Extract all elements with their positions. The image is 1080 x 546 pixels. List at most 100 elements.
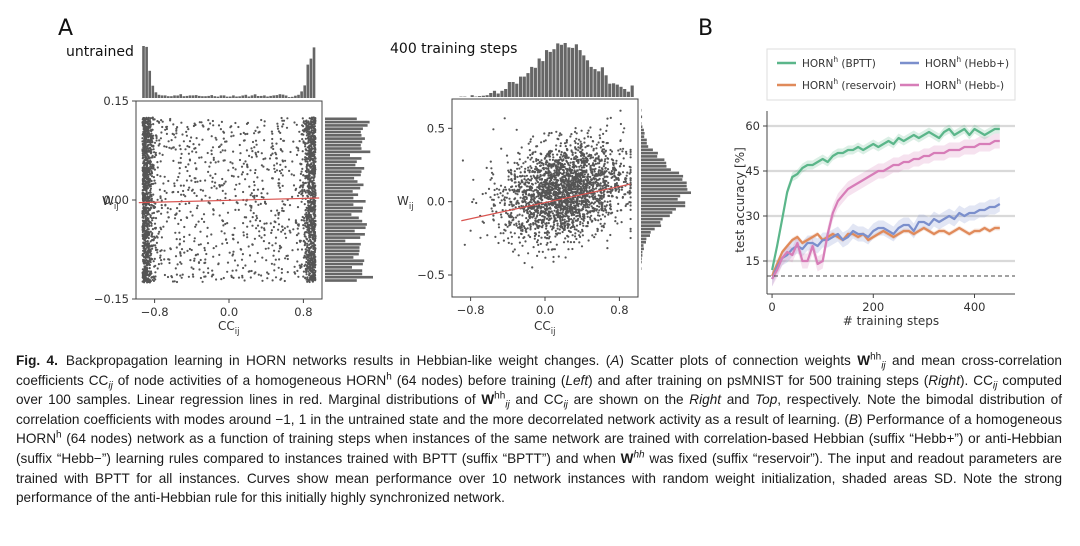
scatter-point	[312, 167, 315, 170]
scatter-point	[311, 226, 314, 229]
scatter-point	[542, 206, 545, 209]
scatter-point	[525, 193, 528, 196]
scatter-point	[293, 121, 296, 124]
scatter-point	[160, 228, 163, 231]
scatter-point	[203, 246, 206, 250]
scatter-point	[541, 186, 545, 189]
scatter-point	[607, 213, 610, 216]
scatter-point	[141, 118, 144, 121]
scatter-point	[281, 125, 284, 128]
scatter-point	[302, 133, 305, 136]
scatter-point	[509, 213, 512, 216]
scatter-point	[295, 123, 298, 126]
scatter-point	[154, 182, 157, 185]
scatter-point	[303, 158, 307, 161]
scatter-point	[166, 275, 170, 279]
scatter-point	[508, 224, 511, 227]
scatter-point	[595, 147, 598, 150]
scatter-point	[576, 203, 579, 206]
scatter-point	[628, 172, 631, 175]
histogram-bar	[325, 206, 363, 210]
scatter-point	[214, 136, 217, 139]
scatter-point	[212, 273, 215, 276]
scatter-point	[277, 178, 280, 181]
scatter-point	[502, 232, 505, 235]
histogram-bar	[325, 242, 361, 246]
scatter-point	[142, 124, 145, 127]
histogram-bar	[201, 96, 204, 98]
scatter-point	[312, 241, 315, 245]
scatter-point	[284, 165, 287, 168]
scatter-point	[587, 163, 591, 166]
scatter-point	[524, 195, 527, 198]
scatter-point	[151, 204, 155, 207]
scatter-point	[142, 223, 145, 226]
scatter-point	[255, 214, 258, 217]
scatter-point	[155, 136, 158, 140]
scatter-point	[198, 268, 201, 271]
scatter-point	[575, 137, 578, 140]
scatter-point	[578, 211, 581, 214]
scatter-point	[193, 240, 196, 243]
scatter-point	[533, 232, 537, 235]
scatter-point	[520, 146, 523, 149]
histogram-bar	[325, 183, 364, 187]
scatter-point	[306, 222, 309, 225]
scatter-point	[141, 166, 144, 169]
scatter-point	[186, 249, 189, 252]
scatter-point	[149, 148, 152, 152]
scatter-point	[205, 252, 208, 256]
scatter-point	[629, 153, 632, 156]
scatter-point	[301, 186, 304, 189]
scatter-point	[580, 217, 583, 220]
scatter-point	[587, 200, 591, 204]
scatter-point	[576, 156, 579, 159]
histogram-bar	[325, 272, 363, 276]
scatter-point	[580, 129, 583, 132]
scatter-point	[143, 231, 147, 235]
scatter-point	[566, 234, 569, 237]
histogram-bar	[325, 157, 362, 160]
scatter-point	[314, 247, 317, 250]
scatter-point	[550, 195, 553, 198]
scatter-point	[169, 247, 172, 250]
scatter-point	[195, 167, 198, 170]
scatter-point	[590, 202, 593, 205]
scatter-point	[244, 133, 247, 136]
histogram-bar	[325, 124, 368, 127]
scatter-point	[304, 230, 308, 234]
scatter-point	[211, 176, 214, 179]
scatter-point	[587, 239, 590, 242]
scatter-point	[263, 228, 266, 232]
histogram-bar	[325, 127, 363, 131]
scatter-point	[258, 230, 261, 233]
histogram-bar	[207, 95, 210, 98]
scatter-point	[306, 267, 309, 270]
scatter-point	[566, 169, 569, 172]
scatter-point	[141, 148, 144, 151]
scatter-point	[578, 168, 581, 171]
scatter-point	[308, 208, 311, 211]
scatter-point	[500, 147, 503, 150]
scatter-point	[583, 161, 586, 165]
scatter-point	[246, 233, 249, 236]
scatter-point	[282, 203, 285, 206]
scatter-point	[249, 204, 252, 207]
scatter-point	[304, 248, 307, 251]
scatter-point	[559, 220, 562, 223]
scatter-point	[158, 139, 161, 142]
scatter-point	[513, 232, 516, 235]
scatter-point	[558, 232, 562, 235]
scatter-point	[580, 245, 584, 248]
scatter-point	[266, 277, 269, 280]
scatter-point	[154, 271, 157, 274]
histogram-bar	[515, 83, 519, 97]
scatter-point	[146, 195, 149, 198]
scatter-point	[263, 234, 266, 237]
scatter-point	[313, 135, 316, 138]
scatter-point	[571, 247, 574, 251]
scatter-point	[501, 209, 504, 212]
scatter-point	[243, 139, 246, 142]
scatter-point	[247, 245, 250, 248]
scatter-point	[271, 244, 274, 247]
